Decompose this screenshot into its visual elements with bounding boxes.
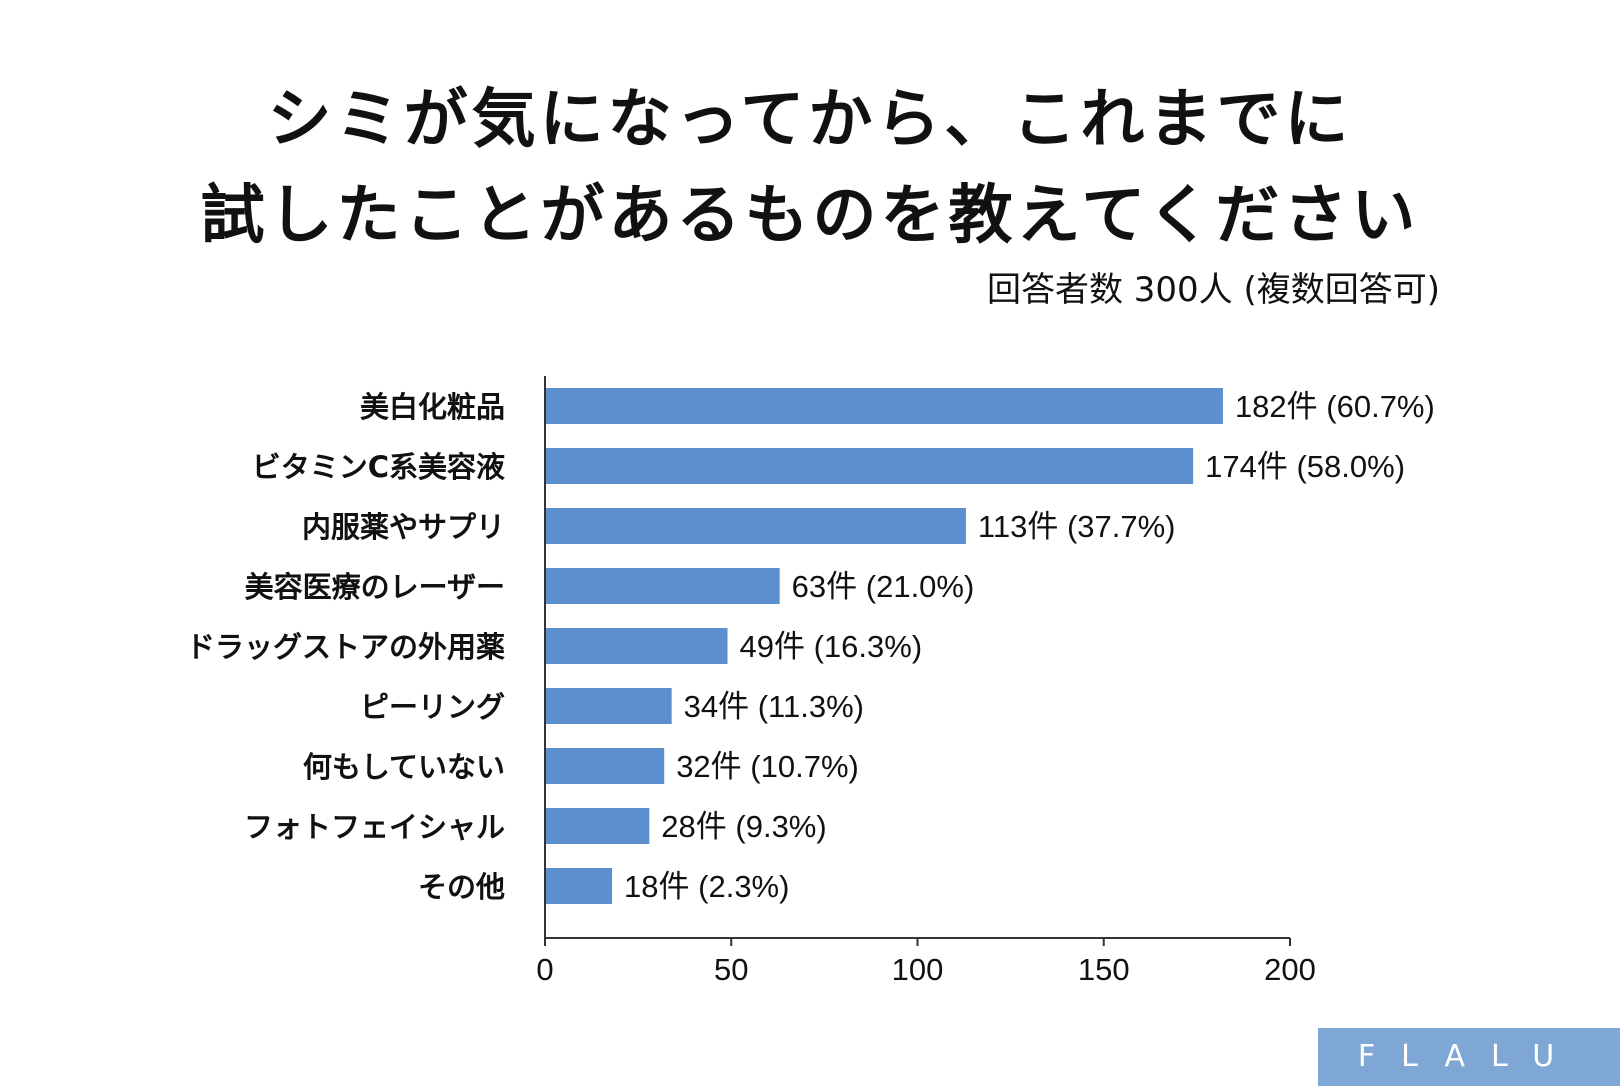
category-label-4: 美容医療のレーザー xyxy=(245,570,505,604)
bar-6 xyxy=(545,688,672,724)
data-label-8: 28件 (9.3%) xyxy=(661,809,826,844)
category-label-6: ピーリング xyxy=(360,690,505,724)
data-label-4: 63件 (21.0%) xyxy=(792,569,975,604)
bar-7 xyxy=(545,748,665,784)
bar-5 xyxy=(545,628,728,664)
x-tick-label-5: 200 xyxy=(1264,952,1316,987)
data-label-5: 49件 (16.3%) xyxy=(740,629,923,664)
category-label-8: フォトフェイシャル xyxy=(244,810,505,844)
data-label-2: 174件 (58.0%) xyxy=(1205,449,1405,484)
x-tick-label-2: 50 xyxy=(714,952,748,987)
data-label-3: 113件 (37.7%) xyxy=(978,509,1176,544)
bar-2 xyxy=(545,448,1194,484)
chart-title-line-1: シミが気になってから、これまでに xyxy=(267,83,1353,157)
category-label-3: 内服薬やサプリ xyxy=(302,510,505,544)
respondent-note: 回答者数 300人 (複数回答可) xyxy=(986,270,1440,310)
flalu-logo: FLALU xyxy=(1318,1028,1620,1086)
x-tick-label-4: 150 xyxy=(1078,952,1130,987)
data-label-9: 18件 (2.3%) xyxy=(624,869,789,904)
chart-title: シミが気になってから、これまでに 試したことがあるものを教えてください xyxy=(0,72,1620,264)
bar-4 xyxy=(545,568,780,604)
category-label-1: 美白化粧品 xyxy=(360,390,505,424)
bar-3 xyxy=(545,508,966,544)
category-label-7: 何もしていない xyxy=(303,750,505,784)
category-label-5: ドラッグストアの外用薬 xyxy=(186,630,505,664)
bar-chart: 美白化粧品 182件 (60.7%) ビタミンC系美容液 174件 (58.0%) 内服… xyxy=(186,376,1435,987)
data-label-1: 182件 (60.7%) xyxy=(1235,389,1435,424)
category-label-2: ビタミンC系美容液 xyxy=(252,450,505,484)
category-label-9: その他 xyxy=(418,870,505,904)
bar-8 xyxy=(545,808,650,844)
data-label-7: 32件 (10.7%) xyxy=(676,749,859,784)
bar-9 xyxy=(545,868,613,904)
x-tick-label-3: 100 xyxy=(892,952,944,987)
data-label-6: 34件 (11.3%) xyxy=(684,689,864,724)
x-tick-label-1: 0 xyxy=(536,952,553,987)
chart-title-line-2: 試したことがあるものを教えてください xyxy=(200,179,1420,253)
bar-1 xyxy=(545,388,1223,424)
